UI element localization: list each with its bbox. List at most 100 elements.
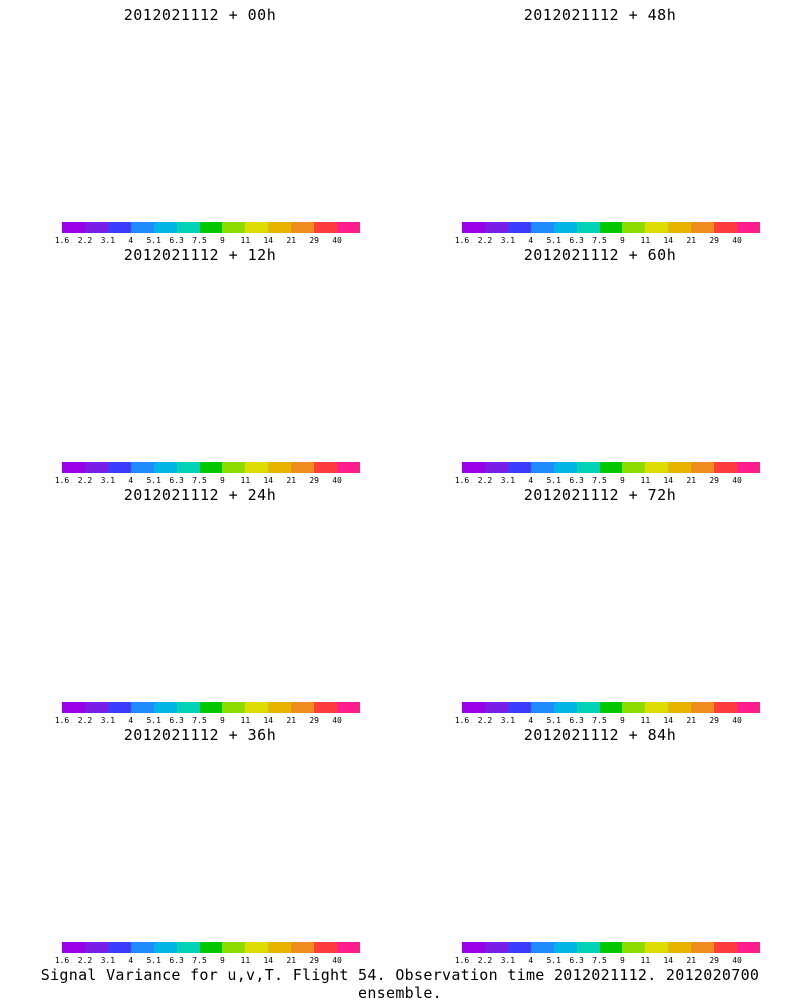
variance-tongue bbox=[554, 140, 646, 220]
map-domain bbox=[0, 240, 400, 268]
colorbar-label: 7.5 bbox=[192, 476, 207, 485]
variance-tongue bbox=[590, 150, 623, 215]
coastline bbox=[700, 350, 770, 390]
colorbar-label: 6.3 bbox=[169, 716, 184, 725]
colorbar-label: 9 bbox=[620, 956, 625, 965]
colorbar-cell bbox=[691, 702, 715, 713]
colorbar-cell bbox=[222, 462, 246, 473]
colorbar-label: 1.6 bbox=[54, 476, 70, 485]
variance-contour bbox=[498, 68, 676, 164]
variance-map bbox=[0, 0, 400, 220]
colorbar-cell bbox=[668, 942, 692, 953]
colorbar-labels: 1.6 2.2 3.1 4 5.1 6.3 7.5 9 11 14 21 29 40 bbox=[55, 716, 360, 726]
variance-map bbox=[400, 720, 800, 878]
variance-contour bbox=[511, 789, 675, 878]
colorbar-cell bbox=[268, 942, 292, 953]
variance-contour bbox=[109, 552, 276, 642]
variance-contour bbox=[493, 305, 682, 407]
colorbar-cell bbox=[714, 222, 738, 233]
colorbar-label: 21 bbox=[686, 236, 697, 245]
colorbar-cell bbox=[599, 222, 623, 233]
colorbar-label: 14 bbox=[263, 476, 274, 485]
coastline bbox=[425, 560, 456, 606]
colorbar-cell bbox=[84, 702, 108, 713]
colorbar-label: 1.6 bbox=[454, 956, 470, 965]
variance-contour bbox=[400, 257, 787, 268]
colorbar-label: 40 bbox=[332, 956, 342, 965]
colorbar-cell bbox=[553, 702, 577, 713]
coastline bbox=[300, 110, 370, 150]
variance-tongue bbox=[170, 140, 235, 220]
colorbar-cell bbox=[599, 462, 623, 473]
colorbar-cell bbox=[553, 222, 577, 233]
colorbar-cell bbox=[176, 702, 200, 713]
colorbar-label: 4 bbox=[128, 716, 134, 725]
map-panel: 2012021112 + 24h 1.6 2.2 3.1 4 5.1 6.3 7.5 9 11 14… bbox=[0, 480, 400, 725]
colorbar-label: 1.6 bbox=[54, 716, 70, 725]
variance-contour bbox=[481, 297, 705, 418]
coastline bbox=[460, 60, 730, 150]
variance-contour bbox=[487, 61, 698, 175]
colorbar-label: 14 bbox=[263, 716, 274, 725]
variance-contour bbox=[515, 551, 670, 635]
colorbar-label: 29 bbox=[309, 476, 319, 485]
colorbar-label: 40 bbox=[732, 236, 742, 245]
coastline bbox=[25, 320, 56, 366]
variance-contour bbox=[513, 313, 667, 397]
colorbar-label: 5.1 bbox=[546, 956, 561, 965]
colorbar-label: 29 bbox=[309, 236, 319, 245]
longitude-line bbox=[461, 58, 488, 185]
longitude-line bbox=[312, 298, 339, 425]
colorbar-labels: 1.6 2.2 3.1 4 5.1 6.3 7.5 9 11 14 21 29 40 bbox=[55, 476, 360, 486]
colorbar-cell bbox=[199, 462, 223, 473]
variance-contour bbox=[10, 750, 363, 940]
colorbar-cell bbox=[484, 942, 508, 953]
colorbar-cell bbox=[645, 702, 669, 713]
panel-title: 2012021112 + 72h bbox=[523, 486, 677, 504]
map-panel: 2012021112 + 00h 1.6 2.2 3.1 4 5.1 6.3 7.5 9 11 14… bbox=[0, 0, 400, 245]
coastline bbox=[425, 80, 456, 126]
coastline bbox=[425, 320, 456, 366]
panel-title: 2012021112 + 12h bbox=[123, 246, 277, 264]
colorbar bbox=[462, 462, 760, 473]
coastline bbox=[210, 45, 295, 80]
colorbar-cell bbox=[107, 942, 131, 953]
colorbar-cell bbox=[245, 462, 269, 473]
colorbar-cell bbox=[199, 702, 223, 713]
colorbar-label: 21 bbox=[286, 476, 297, 485]
colorbar-label: 9 bbox=[620, 236, 625, 245]
variance-contour bbox=[51, 766, 335, 919]
map-panel: 2012021112 + 72h 1.6 2.2 3.1 4 5.1 6.3 7.5 9 11 14… bbox=[400, 480, 800, 725]
colorbar-label: 11 bbox=[640, 236, 651, 245]
coastline bbox=[210, 765, 295, 800]
colorbar-cell bbox=[576, 462, 600, 473]
latitude-line bbox=[400, 0, 800, 13]
colorbar-cell bbox=[462, 702, 485, 713]
coastline bbox=[700, 830, 770, 870]
latitude-line bbox=[0, 480, 400, 493]
colorbar-labels: 1.6 2.2 3.1 4 5.1 6.3 7.5 9 11 14 21 29 40 bbox=[455, 236, 760, 246]
panel-title: 2012021112 + 24h bbox=[123, 486, 277, 504]
variance-tongue bbox=[158, 860, 242, 940]
colorbar-cell bbox=[337, 942, 360, 953]
colorbar-label: 21 bbox=[286, 716, 297, 725]
colorbar-cell bbox=[668, 462, 692, 473]
variance-contour bbox=[85, 306, 289, 416]
variance-contour bbox=[45, 49, 330, 202]
colorbar-label: 14 bbox=[663, 716, 674, 725]
colorbar-cell bbox=[622, 942, 646, 953]
colorbar-label: 2.2 bbox=[77, 476, 93, 485]
variance-contour bbox=[438, 39, 748, 206]
colorbar-cell bbox=[530, 702, 554, 713]
latitude-line bbox=[400, 240, 800, 253]
variance-contour bbox=[106, 313, 275, 404]
colorbar-label: 7.5 bbox=[592, 716, 607, 725]
map-panel: 2012021112 + 48h 1.6 2.2 3.1 4 5.1 6.3 7.5 9 11 14… bbox=[400, 0, 800, 245]
colorbar-cell bbox=[130, 942, 154, 953]
colorbar-label: 6.3 bbox=[569, 236, 584, 245]
variance-contour bbox=[400, 733, 795, 748]
colorbar bbox=[462, 702, 760, 713]
variance-contour bbox=[476, 536, 698, 656]
variance-map bbox=[0, 240, 400, 425]
colorbar-cell bbox=[62, 462, 85, 473]
